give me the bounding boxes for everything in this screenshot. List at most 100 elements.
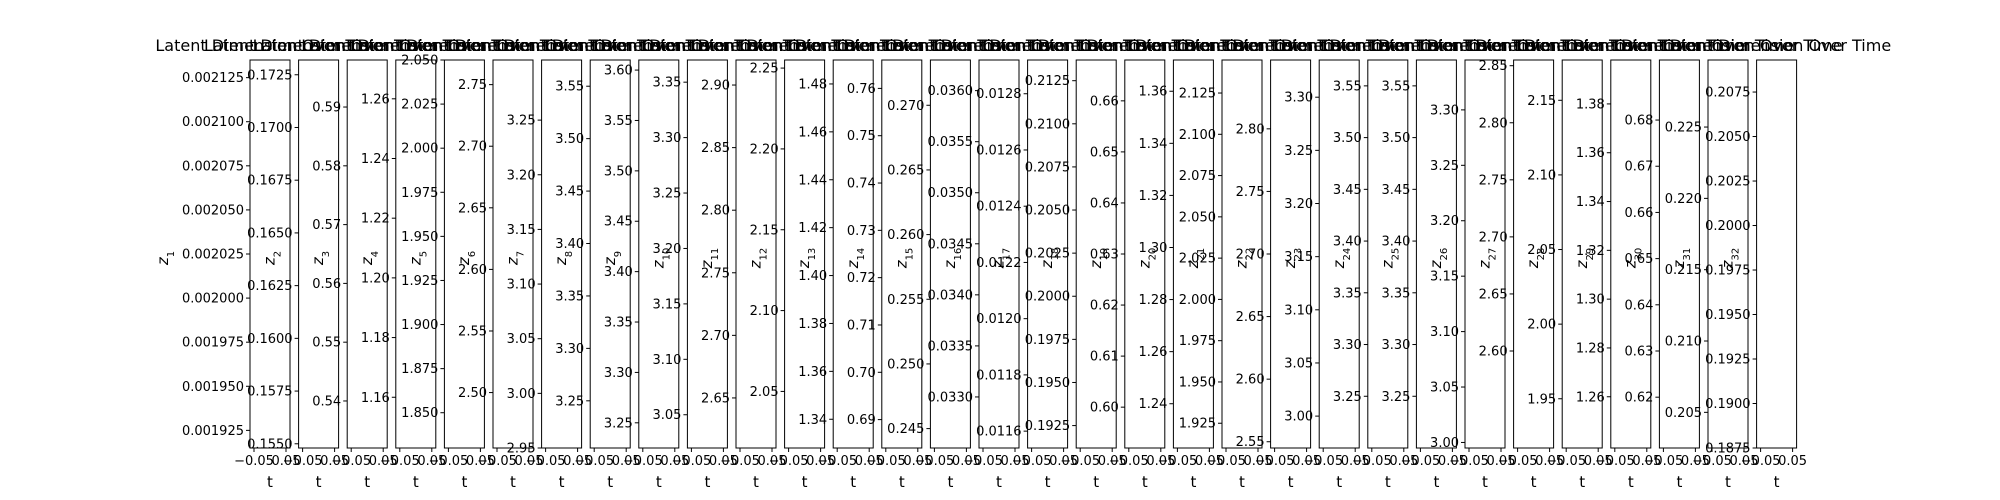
- y-tick-label: 3.30: [652, 131, 681, 146]
- axes-frame: [735, 59, 777, 449]
- x-tick-label: −0.05: [1060, 454, 1100, 469]
- y-tick-label: 2.70: [1236, 248, 1265, 263]
- y-tick-label: 1.36: [1138, 85, 1167, 100]
- x-tick-label: 0.05: [1098, 454, 1127, 469]
- y-tick-label: 1.26: [1138, 345, 1167, 360]
- y-tick-label: 1.38: [798, 317, 827, 332]
- y-tick-label: 2.60: [1236, 373, 1265, 388]
- subplot-24: Latent Dimension Over Time 3.25 3.30 3.35 3.…: [1273, 36, 1502, 491]
- y-tick-label: 3.50: [604, 164, 633, 179]
- y-tick-label: 1.44: [798, 173, 827, 188]
- subplot-13: Latent Dimension Over Time 1.34 1.36 1.38 1.…: [739, 36, 968, 491]
- y-tick-label: 0.69: [847, 413, 876, 428]
- y-tick-label: 3.20: [1430, 214, 1459, 229]
- x-tick-label: 0.05: [1438, 454, 1467, 469]
- y-tick-label: 0.68: [1624, 114, 1653, 129]
- y-tick-label: 3.25: [652, 187, 681, 202]
- y-tick-label: 0.60: [1090, 401, 1119, 416]
- y-tick-label: 0.62: [1090, 299, 1119, 314]
- x-tick-label: −0.05: [1643, 454, 1683, 469]
- x-tick-label: −0.05: [1303, 454, 1343, 469]
- axes-frame: [1513, 59, 1555, 449]
- y-tick-label: 1.26: [361, 92, 390, 107]
- y-tick-label: 2.75: [1236, 185, 1265, 200]
- y-tick-label: 3.30: [1333, 338, 1362, 353]
- y-tick-label: 0.1550: [247, 437, 293, 452]
- y-tick-label: 0.2050: [1025, 204, 1071, 219]
- x-tick-label: 0.05: [1341, 454, 1370, 469]
- x-axis-label: t: [413, 473, 419, 491]
- y-tick-label: 2.15: [1527, 94, 1556, 109]
- subplot-title: Latent Dimension Over Time: [301, 36, 530, 55]
- subplot-title: Latent Dimension Over Time: [1079, 36, 1308, 55]
- x-tick-label: −0.05: [380, 454, 420, 469]
- y-axis-label: z20: [1135, 248, 1158, 270]
- x-tick-label: 0.05: [1778, 454, 1807, 469]
- y-tick-label: 0.74: [847, 177, 876, 192]
- y-axis-label: z7: [504, 251, 527, 266]
- x-tick-label: 0.05: [1584, 454, 1613, 469]
- x-tick-label: 0.05: [806, 454, 835, 469]
- subplot-4: Latent Dimension Over Time 1.16 1.18 1.20 1.…: [301, 36, 530, 491]
- y-tick-label: 0.66: [1624, 206, 1653, 221]
- axes-frame: [1756, 59, 1798, 449]
- y-axis-label: z18: [1038, 248, 1061, 270]
- y-tick-label: 0.2000: [1025, 290, 1071, 305]
- y-tick-label: 1.28: [1138, 293, 1167, 308]
- subplot-19: Latent Dimension Over Time 0.60 0.61 0.62 0.…: [1030, 36, 1259, 491]
- subplot-11: Latent Dimension Over Time 2.65 2.70 2.75 2.…: [641, 36, 870, 491]
- subplot-15: Latent Dimension Over Time 0.245 0.250 0.25…: [836, 36, 1065, 491]
- subplot-title: Latent Dimension Over Time: [544, 36, 773, 55]
- y-tick-label: 3.50: [1333, 131, 1362, 146]
- subplot-14: Latent Dimension Over Time 0.69 0.70 0.71 0.…: [787, 36, 1016, 491]
- axes-frame: [541, 59, 583, 449]
- y-tick-label: 0.1975: [1025, 333, 1071, 348]
- y-tick-label: 2.70: [458, 140, 487, 155]
- x-axis-label: t: [1725, 473, 1731, 491]
- x-tick-label: −0.05: [1157, 454, 1197, 469]
- x-axis-label: t: [510, 473, 516, 491]
- y-axis-label: z10: [649, 248, 672, 270]
- y-tick-label: 3.10: [1284, 303, 1313, 318]
- x-tick-label: 0.05: [1049, 454, 1078, 469]
- y-tick-label: 0.58: [312, 159, 341, 174]
- x-axis-label: t: [996, 473, 1002, 491]
- y-tick-label: 3.55: [555, 80, 584, 95]
- y-tick-label: 2.050: [1179, 210, 1216, 225]
- y-tick-label: 2.75: [701, 266, 730, 281]
- axes-frame: [978, 59, 1020, 449]
- subplot-title: Latent Dimension Over Time: [1176, 36, 1405, 55]
- y-tick-label: 3.40: [1333, 235, 1362, 250]
- axes-frame: [1561, 59, 1603, 449]
- x-tick-label: −0.05: [1012, 454, 1052, 469]
- x-axis-label: t: [1433, 473, 1439, 491]
- y-tick-label: 0.65: [1090, 145, 1119, 160]
- y-tick-label: 0.56: [312, 277, 341, 292]
- subplot-title: Latent Dimension Over Time: [447, 36, 676, 55]
- subplot-title: Latent Dimension Over Time: [1127, 36, 1356, 55]
- y-tick-label: 0.0345: [928, 237, 974, 252]
- y-tick-label: 0.2075: [1705, 86, 1751, 101]
- y-tick-label: 2.25: [750, 62, 779, 77]
- y-axis-label: z1: [154, 251, 177, 266]
- y-tick-label: 3.35: [652, 76, 681, 91]
- y-tick-label: 0.001950: [182, 380, 244, 395]
- subplot-title: Latent Dimension Over Time: [350, 36, 579, 55]
- y-tick-label: 3.30: [1430, 103, 1459, 118]
- y-tick-label: 2.65: [1236, 310, 1265, 325]
- y-tick-label: 0.1650: [247, 226, 293, 241]
- y-tick-label: 1.24: [1138, 397, 1167, 412]
- x-tick-label: 0.05: [1195, 454, 1224, 469]
- x-axis-label: t: [1482, 473, 1488, 491]
- y-tick-label: 0.001975: [182, 336, 244, 351]
- y-tick-label: 1.925: [1179, 417, 1216, 432]
- axes-frame: [881, 59, 923, 449]
- x-tick-label: −0.05: [817, 454, 857, 469]
- y-tick-label: 3.15: [1284, 250, 1313, 265]
- y-axis-label: z22: [1233, 248, 1256, 270]
- axes-frame: [1172, 59, 1214, 449]
- axes-frame: [492, 59, 534, 449]
- y-axis-label: z2: [261, 251, 284, 266]
- subplot-title: Latent Dimension Over Time: [1565, 36, 1794, 55]
- subplot-title: Latent Dimension Over Time: [1030, 36, 1259, 55]
